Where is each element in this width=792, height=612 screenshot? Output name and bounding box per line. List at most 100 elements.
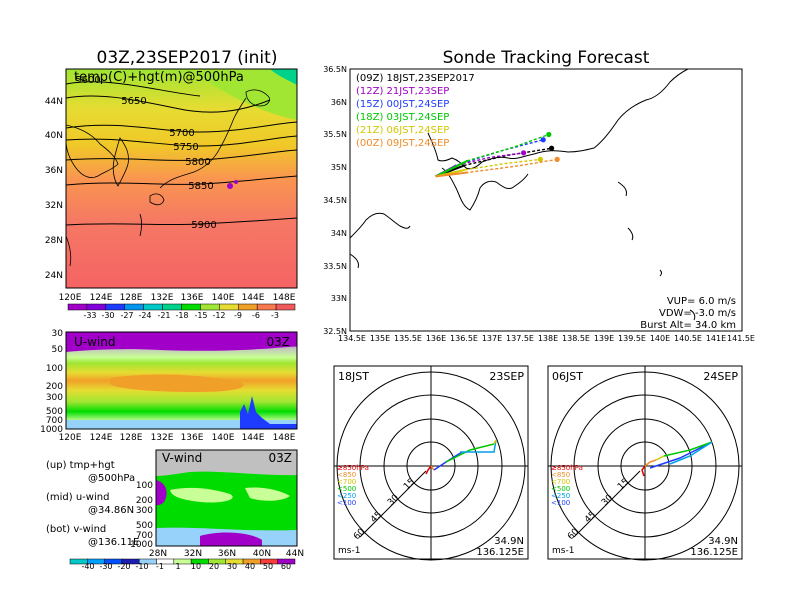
- y-tick-label: 300: [136, 506, 153, 516]
- x-tick-label: 140E: [650, 334, 670, 343]
- x-tick-label: 137E: [482, 334, 502, 343]
- legend-entry: ≥850hPa: [337, 464, 369, 472]
- legend-entry: (18Z) 03JST,24SEP: [356, 112, 449, 123]
- colorbar-label: -30: [101, 311, 114, 320]
- hodograph-unit: ms-1: [552, 546, 574, 556]
- colorbar-label: 50: [263, 562, 273, 571]
- x-tick-label: 141.5E: [727, 334, 755, 343]
- x-tick-label: 135.5E: [394, 334, 422, 343]
- temp500-panel: 5600 5650 5700 5750 5800 5850 5900 temp(…: [45, 68, 298, 320]
- y-tick-label: 24N: [45, 271, 63, 281]
- y-tick-label: 300: [46, 393, 63, 403]
- burst-readout: Burst Alt= 34.0 km: [640, 320, 736, 331]
- x-tick-label: 40N: [253, 549, 271, 559]
- colorbar-label: -3: [271, 311, 279, 320]
- vwind-title: V-wind: [162, 451, 202, 465]
- ascent-segment: [435, 171, 468, 178]
- note-up-2: @500hPa: [88, 473, 135, 484]
- vwind-light-patch: [170, 487, 233, 503]
- hodograph-lon: 136.125E: [476, 547, 524, 558]
- y-tick-label: 30: [52, 329, 64, 339]
- hodograph-06jst: 15 30 45 60 06JST 24SEP ≥850hPa <850 <70…: [547, 365, 743, 561]
- colorbar-swatch: [256, 303, 277, 311]
- y-tick-label: 1000: [130, 540, 153, 550]
- x-tick-label: 140E: [212, 293, 235, 303]
- temp500-cold-patch: [270, 69, 297, 85]
- legend-entry: (09Z) 18JST,23SEP2017: [356, 73, 475, 84]
- colorbar-label: -33: [83, 311, 96, 320]
- burst-point: [546, 131, 552, 138]
- x-tick-label: 140E: [212, 433, 235, 443]
- y-tick-label: 1000: [40, 425, 63, 435]
- legend-entry: <250: [551, 492, 570, 500]
- y-tick-label: 500: [46, 407, 63, 417]
- contour-label: 5800: [185, 157, 210, 168]
- x-tick-label: 136E: [181, 293, 204, 303]
- colorbar-label: 40: [245, 562, 255, 571]
- colorbar-label: 10: [191, 562, 201, 571]
- x-tick-label: 128E: [120, 433, 143, 443]
- colorbar-label: -30: [99, 562, 112, 571]
- x-tick-label: 138E: [538, 334, 558, 343]
- x-tick-label: 36N: [218, 549, 236, 559]
- colorbar-label: 20: [209, 562, 219, 571]
- legend-entry: <850: [551, 471, 570, 479]
- legend-entry: <100: [337, 499, 356, 507]
- tracking-panel: (09Z) 18JST,23SEP2017 (12Z) 21JST,23SEP …: [323, 65, 755, 343]
- x-tick-label: 138.5E: [562, 334, 590, 343]
- colorbar-label: -24: [138, 311, 151, 320]
- colorbar-swatch: [200, 303, 220, 311]
- x-tick-label: 134.5E: [338, 334, 366, 343]
- vwind-low-purple: [200, 532, 262, 546]
- x-tick-label: 148E: [273, 433, 296, 443]
- uwind-panel: U-wind 03Z 30 50 100 200 300 500 700 100…: [40, 329, 298, 443]
- legend-entry: <700: [337, 478, 356, 486]
- colorbar-swatch: [275, 303, 296, 311]
- x-tick-label: 148E: [273, 293, 296, 303]
- x-tick-label: 144E: [242, 433, 265, 443]
- legend-entry: ≥850hPa: [551, 464, 583, 472]
- colorbar-swatch: [162, 303, 182, 311]
- colorbar-swatch: [181, 303, 201, 311]
- contour-label: 5600: [75, 75, 100, 86]
- hodograph-lat: 34.9N: [494, 536, 524, 547]
- tracking-xticks: 134.5E 135E 135.5E 136E 136.5E 137E 137.…: [338, 334, 755, 343]
- temp500-yticks: 44N 40N 36N 32N 28N 24N: [45, 97, 63, 281]
- ascent-segment: [435, 159, 469, 178]
- y-tick-label: 35N: [331, 163, 347, 172]
- temp500-title: temp(C)+hgt(m)@500hPa: [74, 70, 244, 85]
- hodograph-left-label: 06JST: [552, 370, 583, 383]
- vwind-frame: [155, 449, 298, 547]
- track-line: [435, 158, 541, 178]
- temp500-green-patch: [190, 69, 297, 120]
- y-tick-label: 100: [136, 481, 153, 491]
- legend-entry: <850: [337, 471, 356, 479]
- colorbar-label: -27: [120, 311, 133, 320]
- x-tick-label: 44N: [286, 549, 304, 559]
- vwind-grey-top: [156, 450, 297, 476]
- x-tick-label: 144E: [242, 293, 265, 303]
- legend-entry: (21Z) 06JST,24SEP: [356, 125, 449, 136]
- y-tick-label: 200: [136, 496, 153, 506]
- colorbar-label: -1: [156, 562, 164, 571]
- y-tick-label: 32N: [45, 201, 63, 211]
- colorbar-label: 60: [281, 562, 291, 571]
- uwind-terrain: [240, 396, 297, 429]
- x-tick-label: 139E: [594, 334, 614, 343]
- y-tick-label: 34N: [331, 229, 347, 238]
- colorbar-swatch: [86, 303, 107, 311]
- legend-entry: <500: [337, 485, 356, 493]
- x-tick-label: 140.5E: [674, 334, 702, 343]
- y-tick-label: 100: [46, 364, 63, 374]
- x-tick-label: 137.5E: [506, 334, 534, 343]
- vwind-yticks: 100 200 300 500 700 1000: [130, 481, 153, 550]
- colorbar-label: -21: [157, 311, 170, 320]
- hodograph-legend: ≥850hPa <850 <700 <500 <250 <100: [551, 464, 583, 507]
- burst-point: [549, 145, 555, 151]
- uwind-jet-core: [110, 374, 244, 392]
- vwind-colorbar-labels: -40 -30 -20 -10 -1 1 10 20 30 40 50 60: [81, 562, 291, 571]
- vwind-purple: [156, 480, 167, 506]
- contour-label: 5750: [173, 142, 198, 153]
- hodograph-left-label: 18JST: [338, 370, 369, 383]
- contour-label: 5900: [191, 220, 216, 231]
